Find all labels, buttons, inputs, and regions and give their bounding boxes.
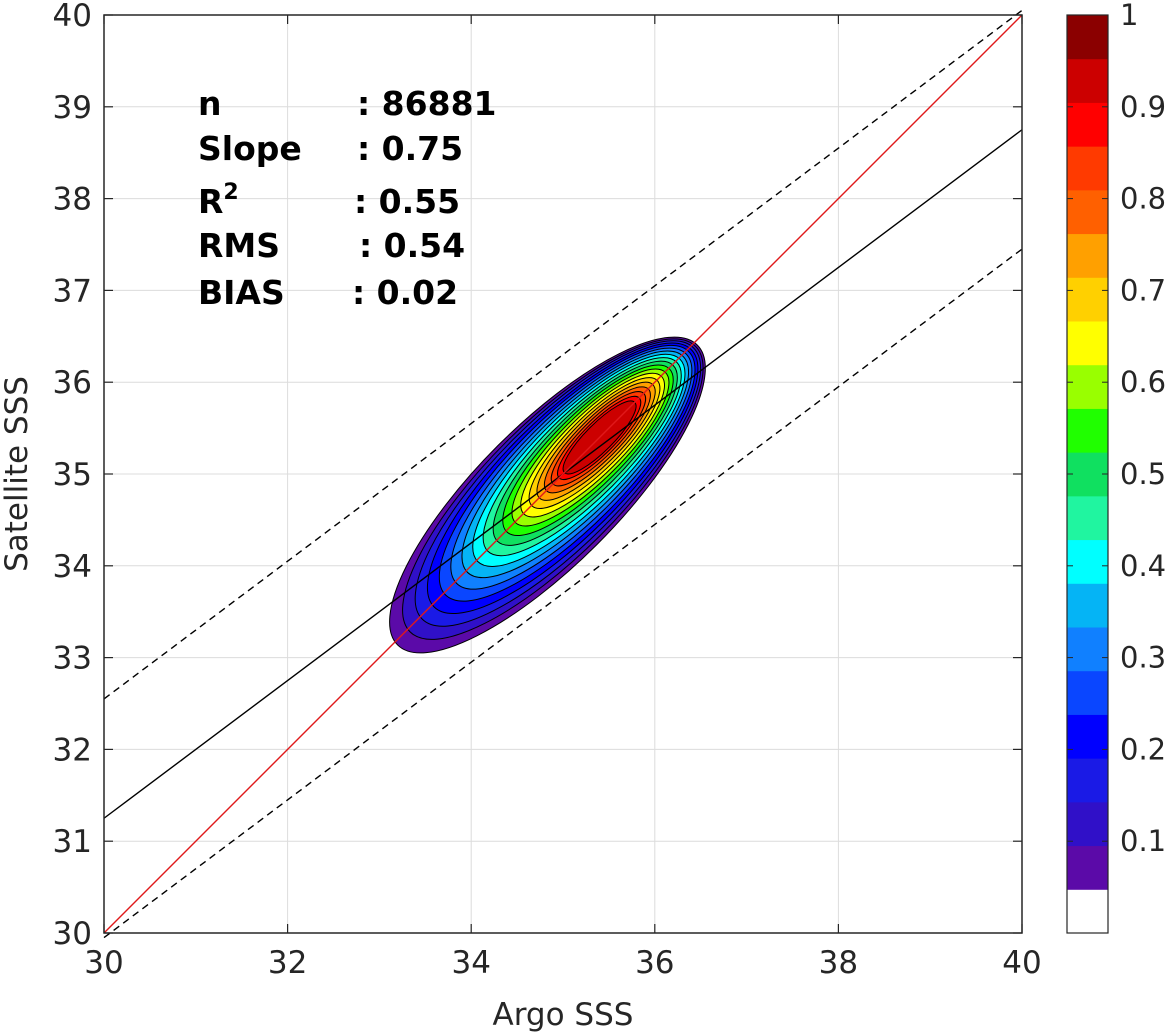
colorbar-segment bbox=[1067, 189, 1108, 235]
y-tick-label: 33 bbox=[53, 641, 92, 677]
colorbar-segment bbox=[1067, 583, 1108, 628]
colorbar-segment bbox=[1067, 801, 1108, 847]
stat-value: : 86881 bbox=[357, 84, 497, 123]
y-tick-label: 34 bbox=[53, 549, 92, 585]
y-tick-label: 38 bbox=[53, 182, 92, 218]
identity-line bbox=[103, 14, 1023, 934]
stat-label: n bbox=[198, 84, 222, 123]
colorbar-segment bbox=[1067, 277, 1108, 322]
y-tick-label: 32 bbox=[53, 732, 92, 768]
y-tick-label: 40 bbox=[53, 0, 92, 34]
regression-lines bbox=[103, 9, 1023, 939]
stat-value: : 0.54 bbox=[359, 226, 465, 265]
stat-value: : 0.55 bbox=[354, 182, 460, 221]
stat-label: Slope bbox=[198, 129, 302, 168]
y-tick-label: 35 bbox=[53, 457, 92, 493]
colorbar-segment bbox=[1067, 58, 1108, 103]
colorbar-segment bbox=[1067, 408, 1108, 453]
colorbar-tick-label: 0.6 bbox=[1120, 365, 1166, 399]
y-tick-label: 36 bbox=[53, 365, 92, 401]
x-tick-label: 32 bbox=[268, 945, 307, 981]
colorbar-tick-label: 0.4 bbox=[1120, 549, 1166, 583]
colorbar-segment bbox=[1067, 670, 1108, 715]
colorbar-segment bbox=[1067, 714, 1108, 759]
stat-label: R2 bbox=[198, 180, 239, 221]
lower-bound-line bbox=[103, 248, 1023, 939]
upper-bound-line bbox=[103, 9, 1023, 700]
colorbar-segment bbox=[1067, 321, 1108, 366]
colorbar-segment bbox=[1067, 758, 1108, 803]
x-tick-label: 40 bbox=[1002, 945, 1041, 981]
colorbar-tick-label: 1 bbox=[1120, 0, 1138, 32]
x-axis-title: Argo SSS bbox=[493, 997, 634, 1033]
colorbar-segment bbox=[1067, 539, 1108, 584]
colorbar-segment bbox=[1067, 495, 1108, 541]
x-tick-label: 34 bbox=[451, 945, 490, 981]
colorbar-tick-label: 0.9 bbox=[1120, 90, 1166, 124]
colorbar-segment bbox=[1067, 15, 1108, 60]
colorbar-tick-label: 0.8 bbox=[1120, 182, 1166, 216]
colorbar-segment bbox=[1067, 889, 1108, 934]
colorbar-segment bbox=[1067, 146, 1108, 191]
colorbar-tick-label: 0.7 bbox=[1120, 273, 1166, 307]
x-tick-label: 38 bbox=[819, 945, 858, 981]
colorbar-tick-label: 0.3 bbox=[1120, 641, 1166, 675]
density-contours bbox=[389, 336, 706, 654]
y-tick-label: 39 bbox=[53, 90, 92, 126]
stat-value: : 0.02 bbox=[352, 273, 458, 312]
y-tick-label: 31 bbox=[53, 824, 92, 860]
stat-label: BIAS bbox=[198, 273, 285, 312]
colorbar-segment bbox=[1067, 452, 1108, 497]
stat-label: RMS bbox=[198, 226, 280, 265]
x-tick-label: 36 bbox=[635, 945, 674, 981]
colorbar-segment bbox=[1067, 233, 1108, 278]
colorbar: 0.1 0.2 0.3 0.4 0.5 0.6 0.7 0.8 0.9 1 bbox=[1066, 0, 1166, 934]
colorbar-segment bbox=[1067, 102, 1108, 147]
x-tick-label: 30 bbox=[84, 945, 123, 981]
colorbar-segment bbox=[1067, 364, 1108, 409]
colorbar-segment bbox=[1067, 627, 1108, 672]
axis-ticks: 30 32 34 36 38 40 30 31 32 33 34 35 36 37 38 39 40 bbox=[53, 0, 1042, 981]
stat-value: : 0.75 bbox=[357, 129, 463, 168]
y-axis-title: Satellite SSS bbox=[0, 376, 35, 572]
colorbar-segment bbox=[1067, 845, 1108, 890]
y-tick-label: 30 bbox=[53, 916, 92, 952]
colorbar-tick-label: 0.2 bbox=[1120, 732, 1166, 766]
colorbar-tick-label: 0.1 bbox=[1120, 824, 1166, 858]
y-tick-label: 37 bbox=[53, 273, 92, 309]
colorbar-tick-label: 0.5 bbox=[1120, 457, 1166, 491]
stats-annotation: n : 86881 Slope : 0.75 R2 : 0.55 RMS : 0.54 BIAS… bbox=[198, 84, 497, 312]
